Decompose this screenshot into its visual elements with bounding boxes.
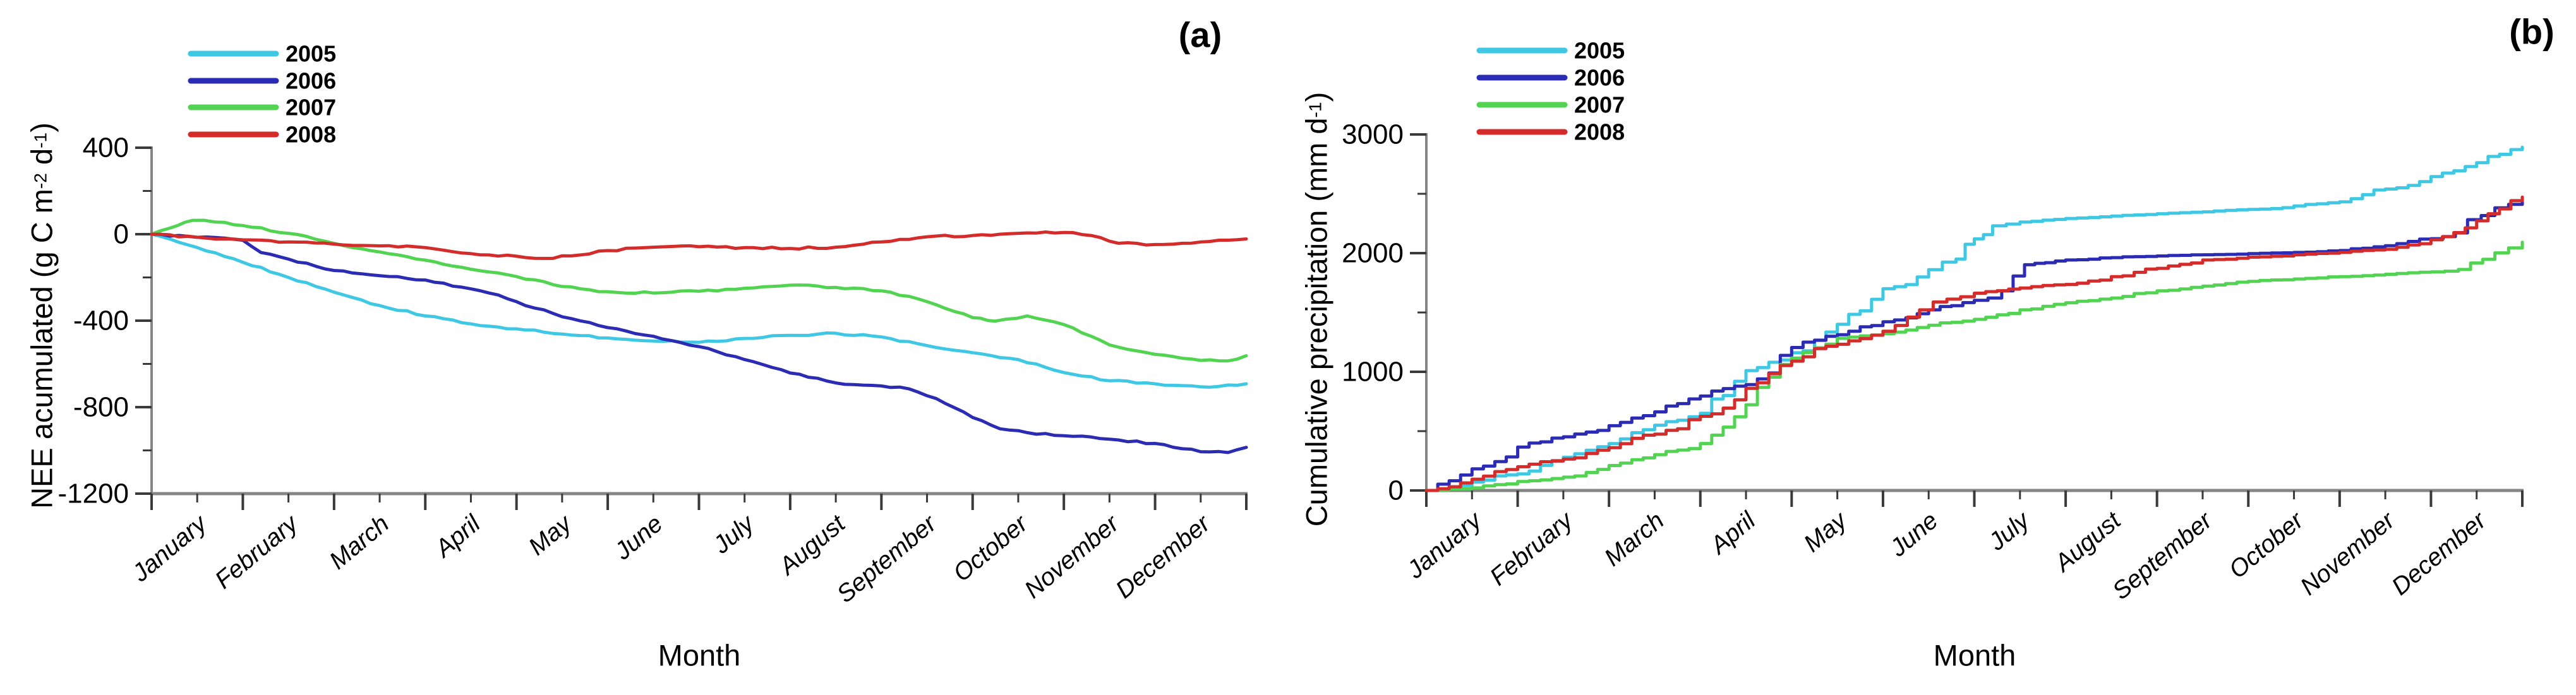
legend-label-2005: 2005 (286, 41, 336, 67)
y-tick-label: -1200 (57, 478, 129, 509)
x-month-label: June (1884, 507, 1943, 562)
series-line-2006 (1424, 200, 2524, 492)
legend-label-2007: 2007 (1574, 92, 1625, 118)
series-line-2008 (150, 230, 1248, 260)
series-line-2006 (150, 232, 1248, 454)
y-tick-label: 3000 (1342, 119, 1404, 150)
x-month-label: March (325, 510, 395, 575)
x-month-label: July (1983, 506, 2035, 556)
x-axis-title-month-a: Month (658, 638, 741, 672)
x-month-label: April (1704, 506, 1761, 560)
y-tick-label: 2000 (1342, 238, 1404, 269)
legend-label-2008: 2008 (286, 122, 336, 148)
x-month-label: September (832, 509, 942, 609)
series-line-2005 (150, 232, 1248, 389)
x-month-label: August (773, 509, 852, 581)
x-month-label: January (127, 509, 214, 587)
series-line-2007 (150, 218, 1248, 363)
x-month-label: April (430, 509, 486, 563)
x-month-label: November (1020, 509, 1125, 604)
y-axis-title-nee: NEE acumulated (g C m-2 d-1) (25, 122, 59, 509)
x-axis-title-month-b: Month (1933, 638, 2016, 672)
y-tick-label: 0 (1388, 475, 1404, 506)
x-month-label: February (210, 509, 304, 594)
y-tick-label: 1000 (1342, 357, 1404, 388)
legend-label-2005: 2005 (1574, 38, 1625, 64)
x-month-label: November (2296, 506, 2401, 601)
legend-label-2008: 2008 (1574, 119, 1625, 145)
x-month-label: December (1110, 509, 1216, 604)
x-month-label: February (1485, 506, 1579, 591)
x-month-label: June (609, 510, 668, 566)
x-month-label: August (2049, 506, 2127, 578)
x-month-label: October (2224, 506, 2309, 584)
y-tick-label: -800 (73, 392, 129, 423)
x-month-label: September (2107, 506, 2218, 605)
x-month-label: October (948, 509, 1033, 587)
x-month-label: March (1599, 507, 1670, 572)
y-tick-label: -400 (73, 306, 129, 336)
x-month-label: January (1402, 506, 1488, 584)
x-month-label: December (2386, 506, 2492, 601)
y-tick-label: 0 (114, 219, 129, 250)
legend-label-2007: 2007 (286, 95, 336, 121)
x-month-label: May (524, 509, 578, 561)
series-line-2005 (1424, 145, 2524, 492)
panel-label-b: (b) (2509, 11, 2555, 52)
y-axis-title-precipitation: Cumulative precipitation (mm d-1) (1299, 92, 1333, 527)
series-line-2007 (1424, 241, 2524, 492)
series-line-2008 (1424, 195, 2524, 492)
y-tick-label: 400 (83, 133, 129, 163)
x-month-label: July (707, 509, 760, 559)
legend-label-2006: 2006 (1574, 65, 1625, 91)
panel-label-a: (a) (1178, 15, 1222, 55)
x-month-label: May (1799, 506, 1853, 557)
legend-label-2006: 2006 (286, 68, 336, 94)
